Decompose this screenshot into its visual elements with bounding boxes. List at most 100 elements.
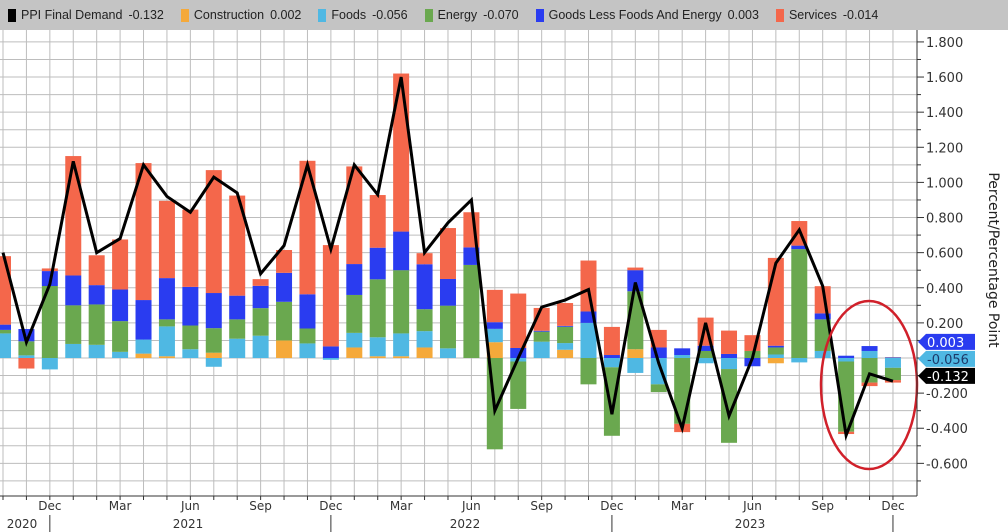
bar-segment [884,357,901,358]
bar-segment [861,382,878,387]
bar-segment [697,358,714,364]
legend-label: Construction [193,8,265,22]
last-value-label: 0.003 [927,336,964,351]
legend-label: Goods Less Foods And Energy [548,8,722,22]
legend-swatch [8,8,16,22]
bar-segment [369,195,386,248]
bar-segment [65,343,82,358]
bar-segment [65,156,82,276]
bar-segment [650,347,667,358]
legend-swatch [180,8,189,22]
y-tick-label: 1.400 [926,106,963,121]
bar-segment [276,250,293,273]
bar-segment [346,347,363,358]
x-tick-label: Sep [530,499,553,513]
bar-segment [252,279,269,286]
bar-segment [767,345,784,348]
bar-segment [182,325,199,350]
bar-segment [838,358,855,362]
bar-segment [557,349,574,358]
x-tick-label: Jun [180,499,200,513]
bar-segment [393,270,410,334]
legend-swatch [318,8,327,22]
bar-segment [650,384,667,393]
bar-segment [158,326,175,357]
bar-segment [557,326,574,344]
bar-segment [369,279,386,338]
bar-segment [603,326,620,356]
bar-segment [674,355,691,358]
bar-segment [721,353,738,358]
bar-segment [369,356,386,358]
x-tick-label: Mar [671,499,694,513]
bar-segment [276,340,293,358]
bar-segment [674,348,691,356]
y-tick-label: -0.200 [926,387,968,402]
bar-segment [41,358,58,370]
bar-segment [18,355,35,358]
bar-segment [0,333,11,358]
legend-value: -0.014 [842,8,879,22]
y-tick-label: 0.200 [926,317,963,332]
legend-label: PPI Final Demand [21,8,123,22]
bar-segment [182,286,199,326]
bar-segment [205,328,222,353]
bar-segment [650,329,667,348]
x-tick-label: Jun [742,499,762,513]
bar-segment [299,160,316,295]
x-tick-label: Mar [390,499,413,513]
bar-segment [627,349,644,358]
bar-segment [627,270,644,292]
bar-segment [884,358,901,368]
bar-segment [252,335,269,358]
bar-segment [884,367,901,381]
bar-segment [791,358,808,363]
y-tick-label: 1.000 [926,176,963,191]
bar-segment [252,285,269,309]
x-tick-label: Sep [249,499,272,513]
bar-segment [0,256,11,325]
bar-segment [276,301,293,341]
bar-segment [580,322,597,358]
bar-segment [439,348,456,358]
bar-segment [229,295,246,320]
legend-value: 0.003 [727,8,759,22]
bar-segment [767,354,784,358]
bar-segment [322,358,339,360]
y-axis-label: Percent/Percentage Point [985,172,1001,348]
y-tick-label: 0.400 [926,282,963,297]
bar-segment [557,343,574,350]
x-tick-label: Dec [38,499,61,513]
last-value-label: -0.056 [927,353,969,368]
bar-segment [135,300,152,340]
bar-segment [838,355,855,358]
bar-segment [627,267,644,271]
bar-segment [158,278,175,320]
bar-segment [158,200,175,279]
x-tick-label: Sep [811,499,834,513]
bar-segment [533,341,550,358]
bar-segment [884,357,901,359]
bar-segment [767,257,784,346]
year-label: 2023 [735,517,766,531]
bar-segment [814,350,831,358]
bar-segment [884,380,901,383]
bar-segment [416,309,433,332]
chart-legend: PPI Final Demand -0.132 Construction 0.002 F… [0,0,1008,30]
bar-segment [182,349,199,358]
x-tick-label: Dec [881,499,904,513]
bar-segment [439,278,456,306]
legend-item: Foods -0.056 [318,8,408,22]
bar-segment [557,303,574,326]
bar-segment [88,344,105,358]
year-label: 2021 [173,517,204,531]
bar-segment [88,285,105,305]
legend-swatch [424,8,433,22]
bar-segment [721,330,738,354]
y-tick-label: -0.600 [926,457,968,472]
legend-item: Goods Less Foods And Energy 0.003 [535,8,759,22]
legend-value: -0.132 [128,8,164,22]
legend-item: Construction 0.002 [180,8,301,22]
bar-segment [557,325,574,327]
bar-segment [861,350,878,358]
